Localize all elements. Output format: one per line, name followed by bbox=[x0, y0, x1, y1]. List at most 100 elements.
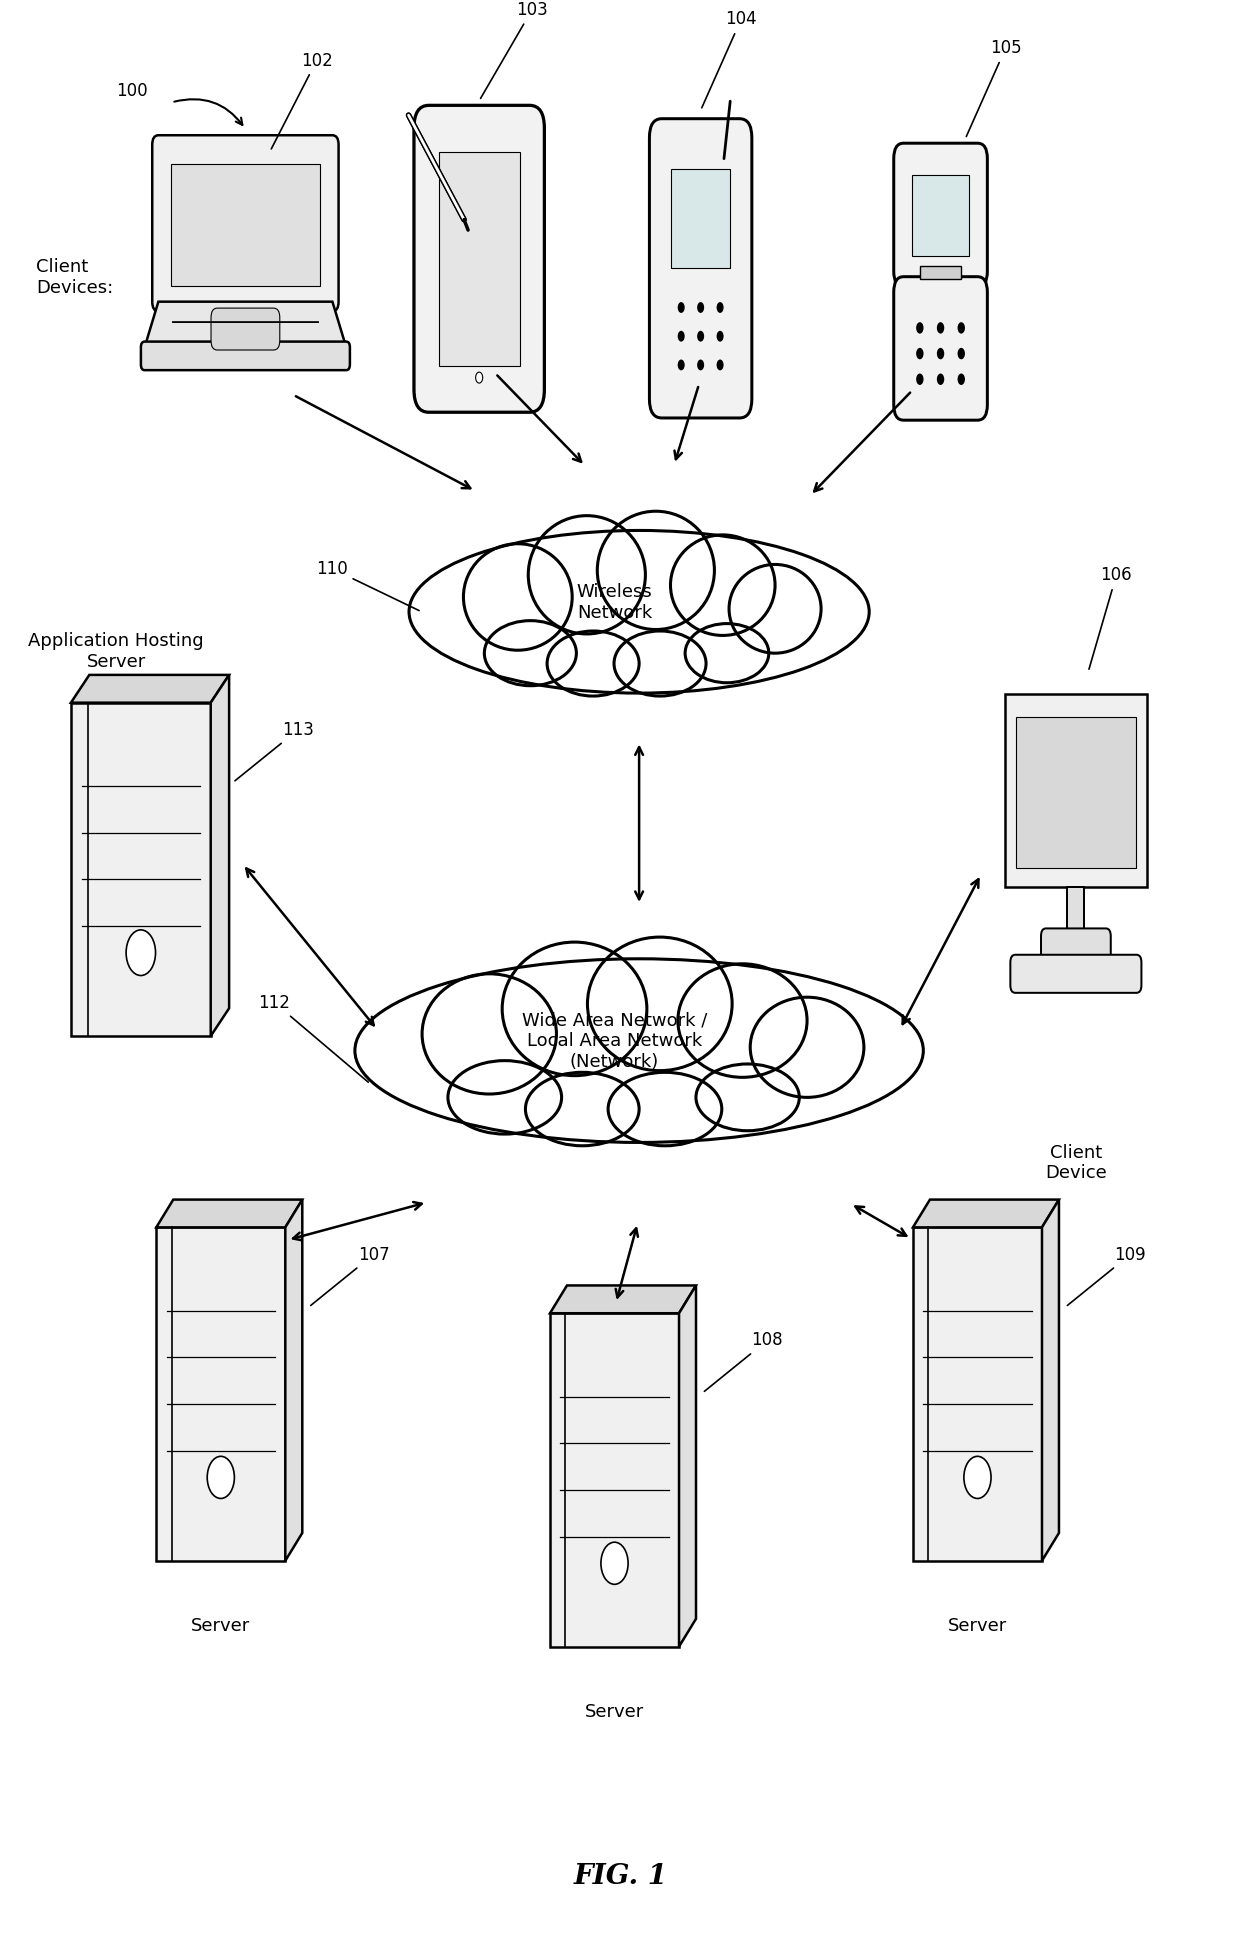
FancyBboxPatch shape bbox=[894, 276, 987, 419]
Polygon shape bbox=[145, 301, 346, 348]
Circle shape bbox=[937, 348, 944, 359]
Circle shape bbox=[476, 373, 482, 383]
Ellipse shape bbox=[750, 996, 864, 1097]
FancyBboxPatch shape bbox=[414, 105, 544, 412]
Circle shape bbox=[678, 330, 684, 342]
Text: 109: 109 bbox=[1068, 1245, 1146, 1305]
Polygon shape bbox=[71, 676, 229, 703]
Ellipse shape bbox=[696, 1064, 800, 1130]
Bar bbox=[913, 175, 968, 256]
Circle shape bbox=[963, 1456, 991, 1499]
FancyArrowPatch shape bbox=[616, 1227, 637, 1297]
Bar bbox=[920, 266, 961, 280]
Ellipse shape bbox=[485, 621, 577, 686]
Text: FIG. 1: FIG. 1 bbox=[574, 1862, 667, 1890]
Ellipse shape bbox=[678, 963, 807, 1078]
Bar bbox=[1016, 717, 1136, 868]
FancyBboxPatch shape bbox=[650, 118, 751, 418]
FancyBboxPatch shape bbox=[551, 1313, 680, 1647]
Circle shape bbox=[937, 322, 944, 334]
Ellipse shape bbox=[729, 565, 821, 653]
Circle shape bbox=[916, 348, 924, 359]
Ellipse shape bbox=[598, 511, 714, 629]
FancyBboxPatch shape bbox=[156, 1227, 285, 1561]
FancyArrowPatch shape bbox=[296, 396, 470, 487]
Text: 103: 103 bbox=[481, 0, 548, 99]
Polygon shape bbox=[551, 1286, 696, 1313]
Circle shape bbox=[717, 359, 724, 371]
Text: 102: 102 bbox=[272, 52, 332, 150]
FancyArrowPatch shape bbox=[856, 1206, 906, 1235]
Circle shape bbox=[697, 303, 704, 313]
Text: 112: 112 bbox=[259, 994, 368, 1082]
Bar bbox=[439, 151, 520, 365]
Ellipse shape bbox=[409, 530, 869, 693]
FancyBboxPatch shape bbox=[211, 309, 280, 350]
Circle shape bbox=[601, 1542, 629, 1585]
FancyArrowPatch shape bbox=[635, 748, 644, 899]
FancyBboxPatch shape bbox=[153, 136, 339, 311]
Ellipse shape bbox=[686, 623, 769, 684]
FancyArrowPatch shape bbox=[247, 868, 373, 1025]
Circle shape bbox=[697, 330, 704, 342]
Polygon shape bbox=[913, 1200, 1059, 1227]
Text: 100: 100 bbox=[117, 82, 148, 99]
FancyArrowPatch shape bbox=[497, 375, 582, 462]
FancyBboxPatch shape bbox=[71, 703, 211, 1035]
Ellipse shape bbox=[502, 942, 647, 1076]
Text: Client
Devices:: Client Devices: bbox=[36, 258, 114, 297]
Text: Server: Server bbox=[947, 1618, 1007, 1635]
Text: 110: 110 bbox=[316, 559, 419, 610]
Ellipse shape bbox=[608, 1072, 722, 1146]
Bar bbox=[1068, 887, 1085, 936]
Bar bbox=[171, 163, 320, 285]
Text: 113: 113 bbox=[234, 720, 314, 781]
Ellipse shape bbox=[547, 631, 639, 695]
Circle shape bbox=[717, 330, 724, 342]
Circle shape bbox=[957, 373, 965, 385]
Polygon shape bbox=[156, 1200, 303, 1227]
FancyBboxPatch shape bbox=[913, 1227, 1042, 1561]
Text: 107: 107 bbox=[311, 1245, 389, 1305]
Ellipse shape bbox=[671, 534, 775, 635]
Circle shape bbox=[717, 303, 724, 313]
Text: Server: Server bbox=[191, 1618, 250, 1635]
Text: Application Hosting
Server: Application Hosting Server bbox=[29, 631, 205, 670]
FancyArrowPatch shape bbox=[903, 880, 978, 1023]
Text: 105: 105 bbox=[966, 39, 1022, 136]
FancyBboxPatch shape bbox=[141, 342, 350, 371]
Ellipse shape bbox=[355, 959, 924, 1142]
Text: Wireless
Network: Wireless Network bbox=[577, 583, 652, 621]
Circle shape bbox=[678, 303, 684, 313]
FancyArrowPatch shape bbox=[815, 392, 910, 491]
FancyBboxPatch shape bbox=[1011, 955, 1142, 992]
FancyArrowPatch shape bbox=[175, 99, 242, 124]
Circle shape bbox=[957, 322, 965, 334]
Circle shape bbox=[957, 348, 965, 359]
Ellipse shape bbox=[526, 1072, 639, 1146]
Text: 104: 104 bbox=[702, 10, 756, 109]
Circle shape bbox=[126, 930, 155, 975]
FancyBboxPatch shape bbox=[1004, 693, 1147, 887]
Ellipse shape bbox=[422, 973, 557, 1093]
Polygon shape bbox=[211, 676, 229, 1035]
Circle shape bbox=[916, 373, 924, 385]
Text: 108: 108 bbox=[704, 1332, 784, 1390]
Ellipse shape bbox=[588, 938, 732, 1070]
Ellipse shape bbox=[614, 631, 706, 695]
Circle shape bbox=[207, 1456, 234, 1499]
FancyArrowPatch shape bbox=[293, 1202, 422, 1241]
Polygon shape bbox=[680, 1286, 696, 1647]
FancyArrowPatch shape bbox=[675, 386, 698, 458]
Text: Server: Server bbox=[585, 1703, 644, 1721]
FancyBboxPatch shape bbox=[1042, 928, 1111, 963]
Circle shape bbox=[697, 359, 704, 371]
Text: 106: 106 bbox=[1089, 567, 1132, 670]
Ellipse shape bbox=[464, 544, 572, 651]
Circle shape bbox=[678, 359, 684, 371]
Ellipse shape bbox=[448, 1060, 562, 1134]
Text: Wide Area Network /
Local Area Network
(Network): Wide Area Network / Local Area Network (… bbox=[522, 1012, 707, 1070]
Polygon shape bbox=[285, 1200, 303, 1561]
Polygon shape bbox=[1042, 1200, 1059, 1561]
Circle shape bbox=[937, 373, 944, 385]
